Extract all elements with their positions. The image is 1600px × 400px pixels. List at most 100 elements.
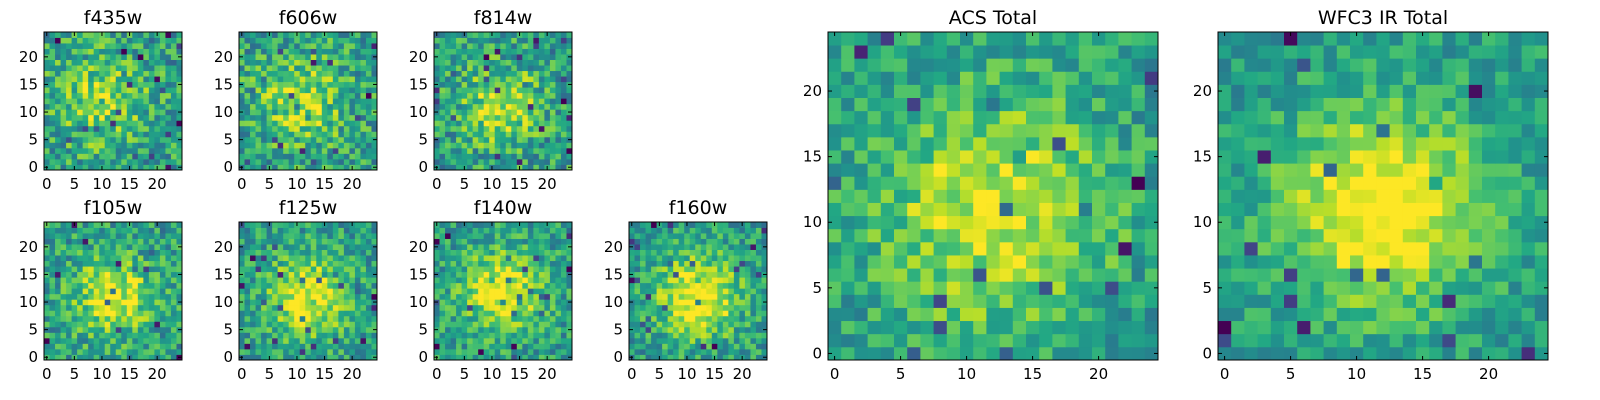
heatmap-cell xyxy=(88,271,95,278)
heatmap-cell xyxy=(338,114,345,121)
heatmap-cell xyxy=(733,326,740,333)
heatmap-cell xyxy=(294,260,301,267)
heatmap-cell xyxy=(673,238,680,245)
heatmap-cell xyxy=(159,233,166,239)
heatmap-cell xyxy=(305,65,312,72)
heatmap-cell xyxy=(560,54,567,60)
heatmap-cell xyxy=(60,125,67,132)
heatmap-cell xyxy=(673,249,680,256)
heatmap-cell xyxy=(360,142,367,149)
heatmap-cell xyxy=(566,103,573,110)
heatmap-cell xyxy=(555,98,562,105)
heatmap-cell xyxy=(332,255,339,262)
heatmap-cell xyxy=(522,321,529,328)
heatmap-cell xyxy=(255,293,262,300)
heatmap-cell xyxy=(165,304,172,311)
heatmap-cell xyxy=(640,222,646,228)
x-tick-label: 0 xyxy=(627,365,637,383)
heatmap-cell xyxy=(148,131,155,138)
heatmap-cell xyxy=(82,103,89,110)
heatmap-cell xyxy=(483,332,490,339)
heatmap-cell xyxy=(288,343,295,350)
heatmap-cell xyxy=(478,48,485,55)
heatmap-cell xyxy=(44,103,50,110)
heatmap-cell xyxy=(973,189,987,203)
heatmap-cell xyxy=(154,98,161,105)
heatmap-cell xyxy=(478,337,485,344)
heatmap-cell xyxy=(461,70,468,77)
heatmap-cell xyxy=(170,288,177,295)
heatmap-cell xyxy=(744,255,751,262)
heatmap-cell xyxy=(66,164,72,171)
heatmap-cell xyxy=(354,54,361,60)
heatmap-cell xyxy=(533,59,540,66)
heatmap-cell xyxy=(522,70,529,77)
heatmap-cell xyxy=(77,238,84,245)
heatmap-cell xyxy=(700,321,707,328)
heatmap-cell xyxy=(555,37,562,44)
heatmap-cell xyxy=(533,348,540,355)
heatmap-cell xyxy=(527,92,534,99)
heatmap-cell xyxy=(266,233,273,239)
heatmap-cell xyxy=(310,147,317,154)
heatmap-cell xyxy=(739,244,746,250)
heatmap-cell xyxy=(272,227,279,234)
heatmap-cell xyxy=(82,54,89,60)
heatmap-cell xyxy=(77,32,84,38)
heatmap-cell xyxy=(744,293,751,300)
heatmap-cell xyxy=(511,32,518,38)
heatmap-cell xyxy=(283,37,290,44)
heatmap-cell xyxy=(244,136,251,143)
heatmap-cell xyxy=(343,271,350,278)
heatmap-cell xyxy=(1012,294,1027,308)
heatmap-cell xyxy=(104,92,111,99)
heatmap-cell xyxy=(549,222,556,228)
heatmap-cell xyxy=(239,266,245,273)
heatmap-cell xyxy=(494,255,501,262)
heatmap-cell xyxy=(733,266,740,273)
heatmap-cell xyxy=(354,326,361,333)
heatmap-cell xyxy=(662,249,669,256)
heatmap-cell xyxy=(244,227,251,234)
heatmap-cell xyxy=(461,337,468,344)
heatmap-cell xyxy=(170,293,177,300)
heatmap-cell xyxy=(434,293,440,300)
heatmap-cell xyxy=(566,227,573,234)
heatmap-cell xyxy=(461,153,468,160)
heatmap-cell xyxy=(321,109,328,116)
heatmap-cell xyxy=(288,282,295,289)
heatmap-cell xyxy=(445,354,451,361)
heatmap-cell xyxy=(371,76,378,83)
heatmap-cell xyxy=(450,92,457,99)
heatmap-cell xyxy=(461,131,468,138)
heatmap-cell xyxy=(343,32,350,38)
heatmap-cell xyxy=(137,249,144,256)
heatmap-cell xyxy=(538,310,545,317)
heatmap-cell xyxy=(629,266,635,273)
heatmap-cell xyxy=(66,282,72,289)
heatmap-cell xyxy=(121,114,128,121)
heatmap-cell xyxy=(450,249,457,256)
heatmap-cell xyxy=(733,332,740,339)
heatmap-cell xyxy=(143,136,150,143)
heatmap-cell xyxy=(544,98,551,105)
heatmap-cell xyxy=(456,76,462,83)
heatmap-cell xyxy=(283,337,290,344)
heatmap-cell xyxy=(717,299,724,306)
heatmap-cell xyxy=(277,158,284,165)
heatmap-cell xyxy=(250,32,256,38)
heatmap-cell xyxy=(321,147,328,154)
heatmap-cell xyxy=(651,249,657,256)
heatmap-cell xyxy=(1026,346,1040,361)
heatmap-cell xyxy=(1118,163,1132,177)
heatmap-cell xyxy=(244,54,251,60)
heatmap-cell xyxy=(349,227,356,234)
x-tick-label: 10 xyxy=(482,365,501,383)
heatmap-cell xyxy=(907,320,921,335)
heatmap-cell xyxy=(299,282,306,289)
heatmap-cell xyxy=(538,282,545,289)
heatmap-cell xyxy=(494,321,501,328)
heatmap-cell xyxy=(170,310,177,317)
heatmap-cell xyxy=(137,164,144,171)
heatmap-cell xyxy=(946,281,961,295)
